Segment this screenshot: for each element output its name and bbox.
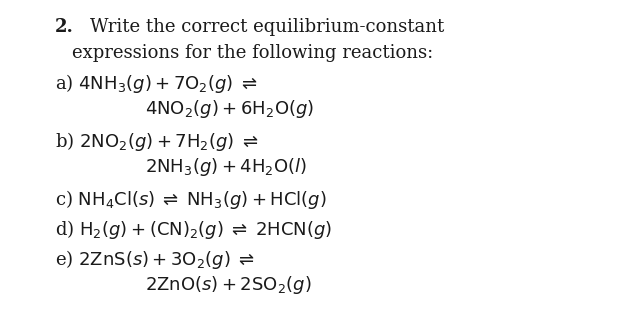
Text: $\mathrm{2NH_3}(g) + 4\mathrm{H_2O}(\mathit{l})$: $\mathrm{2NH_3}(g) + 4\mathrm{H_2O}(\mat… [145, 156, 307, 178]
Text: d) $\mathrm{H_2}(g) + (\mathrm{CN})_2(g)\;\rightleftharpoons\;\mathrm{2HCN}(g)$: d) $\mathrm{H_2}(g) + (\mathrm{CN})_2(g)… [55, 218, 332, 241]
Text: Write the correct equilibrium-constant: Write the correct equilibrium-constant [90, 18, 444, 36]
Text: 2.: 2. [55, 18, 74, 36]
Text: expressions for the following reactions:: expressions for the following reactions: [72, 44, 433, 62]
Text: $\mathrm{4NO_2}(g) + 6\mathrm{H_2O}(g)$: $\mathrm{4NO_2}(g) + 6\mathrm{H_2O}(g)$ [145, 98, 314, 120]
Text: a) $\mathrm{4NH_3}(g) + 7\mathrm{O_2}(g)\;\rightleftharpoons$: a) $\mathrm{4NH_3}(g) + 7\mathrm{O_2}(g)… [55, 72, 257, 95]
Text: e) $\mathrm{2ZnS}(s) + 3\mathrm{O_2}(g)\;\rightleftharpoons$: e) $\mathrm{2ZnS}(s) + 3\mathrm{O_2}(g)\… [55, 248, 255, 271]
Text: $\mathrm{2ZnO}(s) + 2\mathrm{SO_2}(g)$: $\mathrm{2ZnO}(s) + 2\mathrm{SO_2}(g)$ [145, 274, 311, 296]
Text: c) $\mathrm{NH_4Cl}(s)\;\rightleftharpoons\;\mathrm{NH_3}(g) + \mathrm{HCl}(g)$: c) $\mathrm{NH_4Cl}(s)\;\rightleftharpoo… [55, 188, 327, 211]
Text: b) $\mathrm{2NO_2}(g) + 7\mathrm{H_2}(g)\;\rightleftharpoons$: b) $\mathrm{2NO_2}(g) + 7\mathrm{H_2}(g)… [55, 130, 258, 153]
